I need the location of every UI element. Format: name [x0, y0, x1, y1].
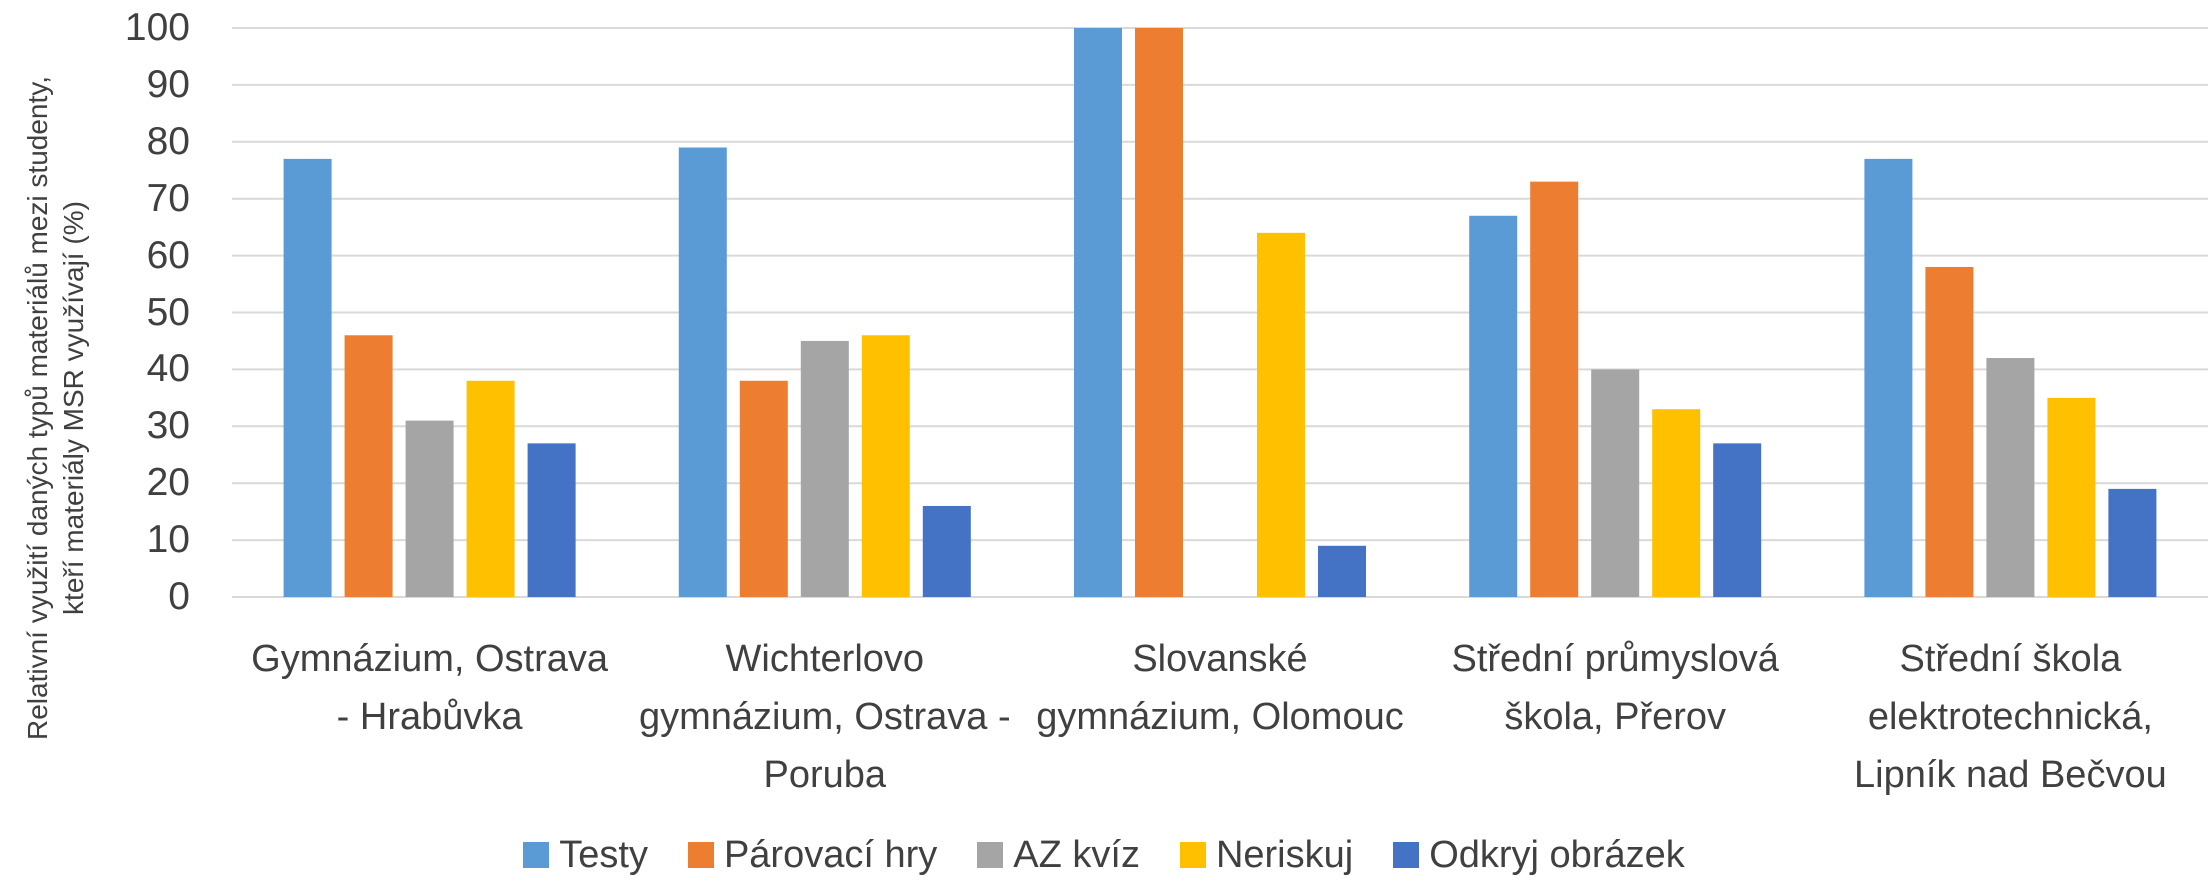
bar [1925, 266, 1974, 597]
x-tick-label: Gymnázium, Ostrava - Hrabůvka [251, 638, 609, 738]
bar [678, 147, 727, 598]
bar [1652, 409, 1701, 597]
bar [1074, 28, 1122, 597]
bar [1469, 215, 1518, 597]
y-tick-label: 10 [146, 518, 190, 562]
legend-item: Párovací hry [687, 830, 938, 880]
bar [1713, 443, 1762, 597]
y-tick-label: 40 [146, 347, 190, 391]
legend-swatch [977, 842, 1004, 868]
legend-swatch [687, 842, 714, 868]
legend-swatch [1179, 842, 1206, 868]
bar [283, 158, 332, 597]
bar [1530, 181, 1579, 597]
legend-item: Neriskuj [1179, 830, 1354, 880]
legend-item: Odkryj obrázek [1393, 830, 1685, 880]
y-tick-label: 50 [146, 290, 190, 334]
bar [739, 380, 788, 597]
legend-label: AZ kvíz [1013, 834, 1140, 876]
bar [800, 340, 849, 597]
legend-label: Testy [559, 834, 648, 876]
y-tick-label: 100 [124, 6, 190, 49]
bar [2047, 397, 2096, 597]
bar [861, 335, 910, 597]
bar [1257, 232, 1305, 597]
legend-item: Testy [523, 830, 648, 880]
bar [1864, 158, 1913, 597]
bar [922, 505, 971, 597]
legend-label: Odkryj obrázek [1429, 834, 1685, 876]
bar [1986, 358, 2035, 597]
y-tick-label: 80 [146, 119, 190, 163]
x-tick-label: Slovanské gymnázium, Olomouc [1036, 638, 1404, 738]
legend-swatch [1393, 842, 1420, 868]
bar [344, 335, 393, 597]
bar [1318, 545, 1366, 597]
x-tick-label: Střední škola elektrotechnická, Lipník n… [1854, 638, 2167, 796]
y-tick-label: 20 [146, 461, 190, 505]
bar [1591, 369, 1640, 597]
y-tick-label: 90 [146, 62, 190, 106]
y-tick-label: 0 [168, 575, 190, 618]
bar [1135, 28, 1183, 597]
x-tick-label: Střední průmyslová škola, Přerov [1451, 638, 1779, 738]
y-tick-label: 60 [146, 233, 190, 277]
legend: Testy Párovací hry AZ kvíz Neriskuj Odkryj o… [0, 830, 2208, 880]
legend-swatch [523, 842, 550, 868]
x-tick-label: Wichterlovo gymnázium, Ostrava - Poruba [638, 638, 1011, 796]
bar [2108, 488, 2157, 597]
bar [405, 420, 454, 597]
y-tick-label: 30 [146, 404, 190, 448]
legend-label: Neriskuj [1215, 834, 1354, 876]
bar [527, 443, 576, 597]
y-tick-label: 70 [146, 176, 190, 220]
legend-label: Párovací hry [723, 834, 938, 876]
bar [466, 380, 515, 597]
legend-item: AZ kvíz [977, 830, 1140, 880]
